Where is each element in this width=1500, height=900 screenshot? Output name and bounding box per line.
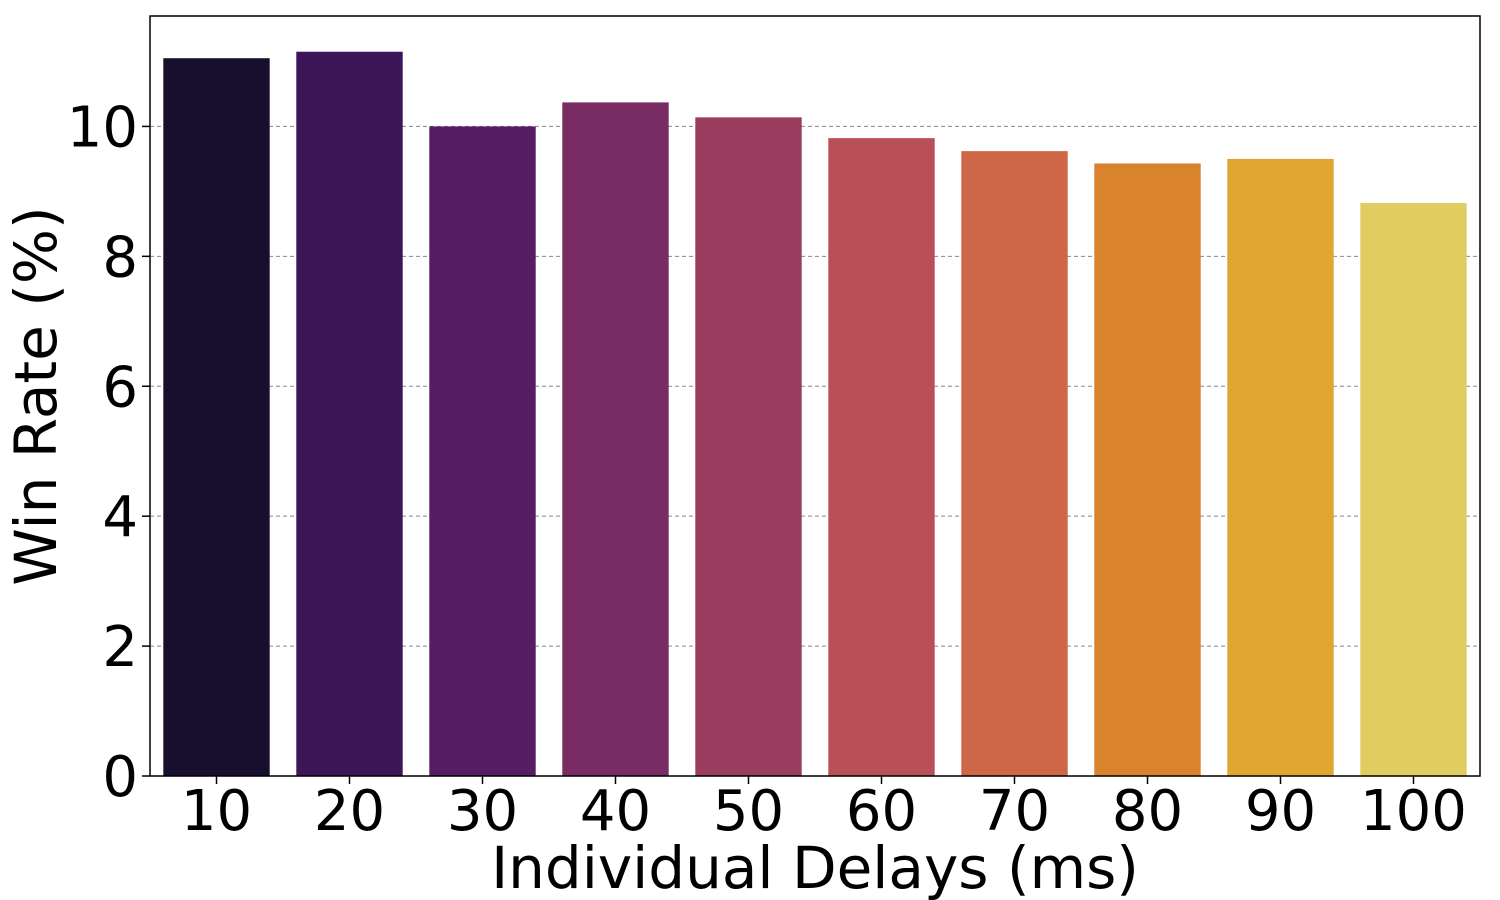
bar-20	[296, 51, 403, 776]
bar-60	[828, 138, 935, 777]
x-tick-label: 70	[979, 779, 1050, 844]
bar-40	[562, 102, 669, 776]
x-axis-label: Individual Delays (ms)	[491, 834, 1139, 900]
x-tick-label: 30	[447, 779, 518, 844]
x-tick-label: 100	[1360, 779, 1467, 844]
bar-50	[695, 117, 802, 777]
y-axis-label: Win Rate (%)	[2, 206, 70, 585]
y-axis-ticks: 0 2 4 6 8 10	[67, 95, 150, 810]
bars	[163, 51, 1467, 777]
bar-30	[429, 126, 536, 776]
x-tick-label: 80	[1112, 779, 1183, 844]
x-tick-label: 10	[181, 779, 252, 844]
bar-90	[1227, 158, 1334, 776]
y-tick-label: 4	[102, 485, 138, 550]
y-tick-label: 8	[102, 225, 138, 290]
x-tick-label: 60	[846, 779, 917, 844]
bar-10	[163, 58, 270, 776]
y-tick-label: 10	[67, 95, 138, 160]
x-axis-ticks: 10 20 30 40 50 60 70 80 90 100	[181, 776, 1467, 844]
y-tick-label: 2	[102, 615, 138, 680]
bar-80	[1094, 163, 1201, 776]
y-tick-label: 6	[102, 355, 138, 420]
plot-frame	[149, 15, 1481, 777]
y-tick-label: 0	[102, 745, 138, 810]
bar-100	[1360, 203, 1467, 777]
bar-70	[961, 151, 1068, 777]
x-tick-label: 40	[580, 779, 651, 844]
x-tick-label: 50	[713, 779, 784, 844]
x-tick-label: 20	[314, 779, 385, 844]
x-tick-label: 90	[1245, 779, 1316, 844]
